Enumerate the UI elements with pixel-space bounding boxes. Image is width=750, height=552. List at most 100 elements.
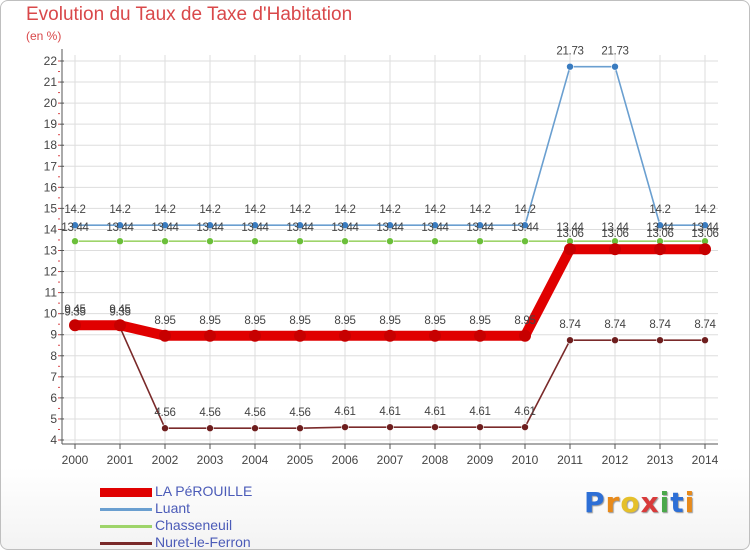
data-label: 13.44 [106, 222, 134, 234]
proxiti-logo: Proxiti [584, 486, 695, 519]
data-label: 8.95 [289, 315, 310, 327]
x-tick-label: 2004 [242, 453, 269, 467]
data-label: 8.95 [334, 315, 355, 327]
data-label: 21.73 [556, 46, 583, 58]
data-point [384, 329, 396, 342]
data-point [521, 221, 529, 230]
logo-letter: x [640, 486, 660, 519]
data-point [476, 221, 484, 230]
data-label: 8.95 [379, 315, 400, 327]
data-point [339, 329, 351, 342]
data-point [206, 424, 214, 433]
data-point [294, 329, 306, 342]
x-tick-label: 2005 [287, 453, 314, 467]
data-label: 8.95 [469, 315, 490, 327]
data-label: 14.2 [64, 204, 85, 216]
data-label: 21.73 [601, 46, 628, 58]
data-label: 8.95 [154, 315, 175, 327]
data-label: 13.44 [601, 222, 629, 234]
data-label: 4.56 [199, 407, 220, 419]
data-point [521, 423, 529, 431]
x-tick-label: 2006 [332, 453, 359, 467]
data-point [206, 237, 214, 246]
data-point [114, 319, 126, 332]
data-point [654, 243, 666, 256]
y-tick-label: 21 [44, 75, 58, 89]
data-point [656, 221, 664, 230]
data-point [296, 221, 304, 230]
data-point [609, 243, 621, 256]
y-tick-label: 9 [50, 328, 57, 342]
x-tick-label: 2003 [197, 453, 224, 467]
data-label: 13.44 [331, 222, 359, 234]
x-tick-label: 2007 [377, 453, 404, 467]
y-tick-label: 13 [44, 244, 58, 258]
data-label: 14.2 [199, 204, 220, 216]
data-label: 13.44 [241, 222, 269, 234]
logo-letter: r [605, 486, 621, 519]
logo-letter: i [684, 486, 696, 519]
data-point [701, 221, 709, 230]
data-label: 4.61 [379, 406, 400, 418]
data-point [699, 243, 711, 256]
label-layer: 14.2 14.2 14.2 14.2 14.2 14.2 14.2 14.2 14.2 14.2… [61, 46, 719, 420]
data-point [431, 237, 439, 246]
data-point [564, 243, 576, 256]
logo-letter: t [670, 486, 685, 519]
data-point [476, 237, 484, 246]
data-label: 4.56 [154, 407, 175, 419]
data-label: 13.44 [61, 222, 89, 234]
y-tick-label: 4 [50, 433, 57, 447]
data-point [69, 319, 81, 332]
data-point [386, 237, 394, 246]
data-point [161, 237, 169, 246]
data-point [431, 221, 439, 230]
y-tick-label: 22 [44, 54, 58, 68]
data-label: 8.95 [424, 315, 445, 327]
data-point [386, 221, 394, 230]
data-label: 13.06 [691, 228, 718, 240]
legend-label-nuret-le-ferron: Nuret-le-Ferron [155, 534, 251, 550]
data-label: 4.56 [289, 407, 310, 419]
data-point [159, 329, 171, 342]
chart-title: Evolution du Taux de Taxe d'Habitation [26, 4, 353, 25]
data-label: 14.2 [109, 204, 130, 216]
data-label: 4.61 [514, 406, 535, 418]
data-point [341, 423, 349, 431]
data-label: 8.95 [244, 315, 265, 327]
data-point [341, 221, 349, 230]
data-point [71, 221, 79, 230]
data-label: 9.45 [64, 304, 85, 316]
logo-letter: i [659, 486, 671, 519]
legend-swatch-luant [100, 508, 152, 511]
data-label: 8.95 [199, 315, 220, 327]
data-label: 14.2 [289, 204, 310, 216]
legend-swatch-la-perouille [100, 488, 152, 497]
y-tick-label: 19 [44, 117, 58, 131]
data-point [204, 329, 216, 342]
y-tick-label: 16 [44, 180, 58, 194]
y-tick-label: 11 [45, 286, 58, 300]
y-tick-label: 10 [44, 307, 58, 321]
x-tick-label: 2001 [107, 453, 134, 467]
x-tick-label: 2008 [422, 453, 449, 467]
data-label: 13.44 [421, 222, 449, 234]
y-tick-label: 5 [50, 412, 57, 426]
legend-label-luant: Luant [155, 500, 191, 516]
data-point [566, 336, 574, 344]
data-label: 14.2 [154, 204, 175, 216]
data-label: 13.44 [691, 222, 719, 234]
data-label: 9.35 [109, 306, 130, 318]
data-point [656, 336, 664, 344]
logo-letter: P [584, 486, 606, 519]
data-label: 8.74 [604, 319, 626, 331]
data-point [611, 62, 619, 71]
legend-label-la-perouille: LA PéROUILLE [155, 483, 253, 499]
data-point [611, 336, 619, 344]
data-label: 8.74 [694, 319, 716, 331]
data-label: 13.44 [196, 222, 224, 234]
data-label: 4.61 [334, 406, 355, 418]
data-label: 8.74 [649, 319, 671, 331]
